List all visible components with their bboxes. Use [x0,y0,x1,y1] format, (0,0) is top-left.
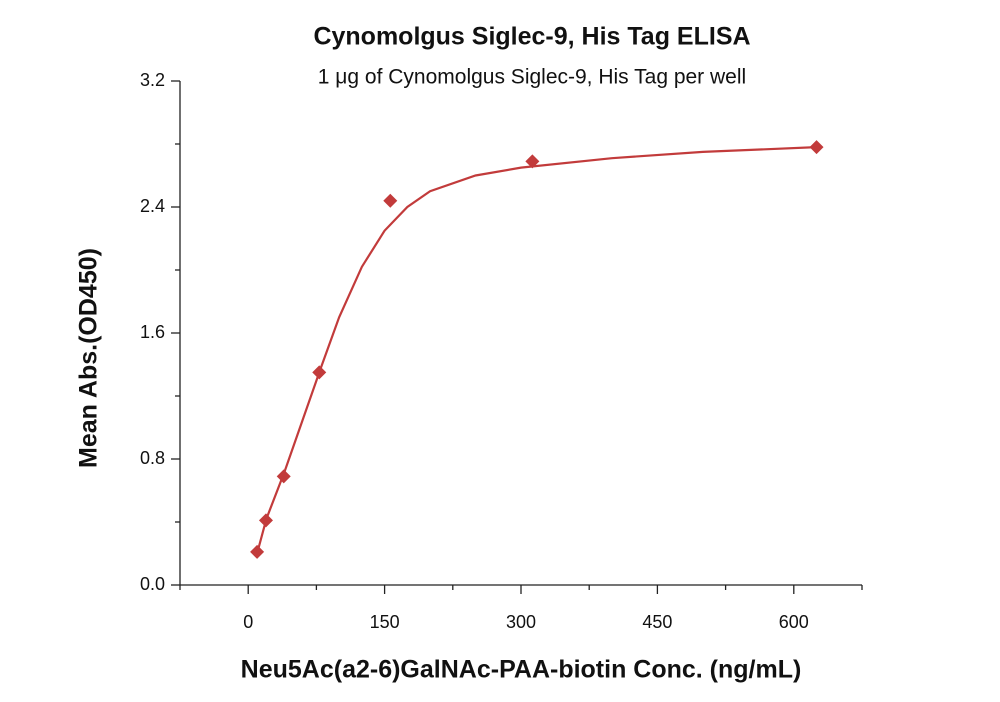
fit-curve [256,146,817,554]
data-point [525,154,540,169]
y-tick-label: 3.2 [140,70,165,90]
x-tick-label: 300 [506,612,536,632]
x-tick-label: 600 [779,612,809,632]
x-tick-label: 450 [642,612,672,632]
x-axis-label: Neu5Ac(a2-6)GalNAc-PAA-biotin Conc. (ng/… [241,656,802,684]
x-tick-label: 150 [370,612,400,632]
y-tick-label: 0.8 [140,448,165,468]
y-axis-label: Mean Abs.(OD450) [75,248,103,468]
x-tick-label: 0 [243,612,253,632]
y-tick-label: 0.0 [140,574,165,594]
chart-title: Cynomolgus Siglec-9, His Tag ELISA [313,23,750,51]
data-point [383,193,398,208]
y-tick-label: 1.6 [140,322,165,342]
chart-subtitle: 1 μg of Cynomolgus Siglec-9, His Tag per… [318,66,746,89]
y-tick-label: 2.4 [140,196,165,216]
